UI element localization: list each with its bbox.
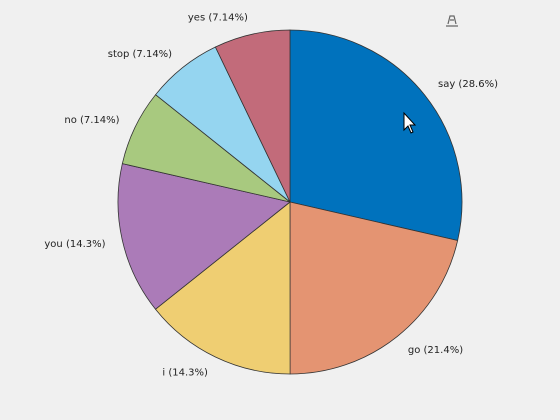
slice-label: go (21.4%): [408, 345, 463, 356]
pie-slice: [117, 163, 291, 310]
cursor: [403, 111, 417, 134]
pie-slice: [154, 201, 291, 375]
toolbar-icon[interactable]: [446, 15, 458, 27]
pie-slice: [214, 29, 291, 203]
slice-label: stop (7.14%): [108, 49, 172, 60]
slice-label: say (28.6%): [438, 79, 498, 90]
slice-label: you (14.3%): [44, 239, 105, 250]
slice-label: i (14.3%): [162, 367, 208, 378]
pie-slice: [289, 201, 459, 375]
slice-label: yes (7.14%): [188, 13, 248, 24]
pie-slice: [289, 29, 463, 241]
slice-label: no (7.14%): [64, 115, 119, 126]
pie: say (28.6%) go (21.4%) i (14.3%) you (14.3%…: [44, 13, 498, 379]
